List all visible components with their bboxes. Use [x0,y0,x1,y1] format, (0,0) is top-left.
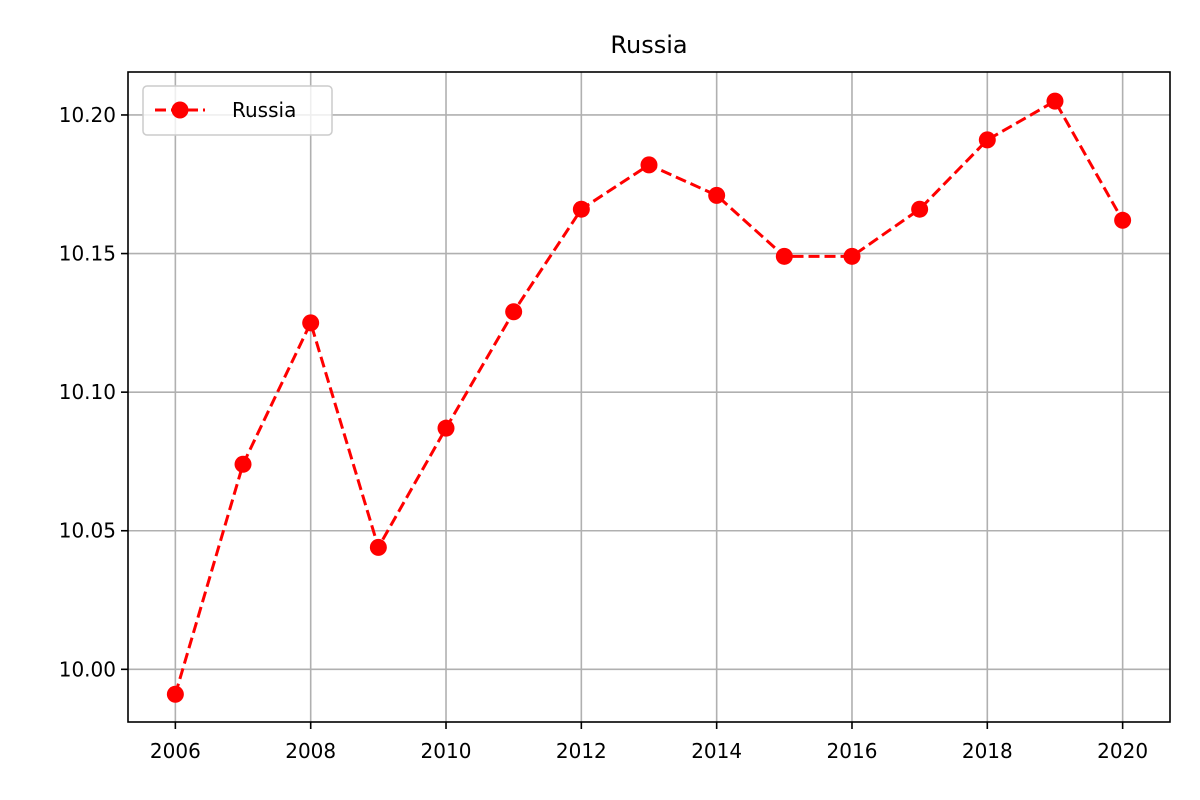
y-tick-label: 10.05 [59,519,116,543]
chart-title: Russia [610,31,687,59]
series-layer [166,92,1132,703]
data-point-marker [166,685,184,703]
plot-area-frame [127,71,1171,723]
x-tick-label: 2008 [285,739,336,763]
axis-ticks: 2006 2008 2010 2012 2014 2016 2018 2020 10.00 10.… [59,103,1148,763]
data-point-marker [640,156,658,174]
data-point-marker [1114,211,1132,229]
data-point-marker [369,538,387,556]
data-point-marker [234,455,252,473]
data-point-marker [1046,92,1064,110]
data-point-marker [505,303,523,321]
data-point-marker [708,186,726,204]
x-tick-label: 2020 [1097,739,1148,763]
x-tick-label: 2006 [150,739,201,763]
y-tick-label: 10.15 [59,242,116,266]
data-point-marker [911,200,929,218]
legend: Russia [142,85,333,136]
data-point-marker [302,314,320,332]
data-point-marker [843,247,861,265]
data-point-marker [437,419,455,437]
y-tick-label: 10.00 [59,657,116,681]
legend-box [142,85,333,136]
x-tick-label: 2010 [421,739,472,763]
series-line [173,99,1124,695]
legend-label: Russia [232,98,296,122]
y-tick-label: 10.10 [59,380,116,404]
data-point-marker [775,247,793,265]
data-point-marker [978,131,996,149]
x-tick-label: 2016 [827,739,878,763]
legend-marker [171,101,189,119]
y-tick-label: 10.20 [59,103,116,127]
grid [128,72,1170,722]
x-tick-label: 2012 [556,739,607,763]
x-tick-label: 2018 [962,739,1013,763]
data-point-marker [572,200,590,218]
x-tick-label: 2014 [691,739,742,763]
